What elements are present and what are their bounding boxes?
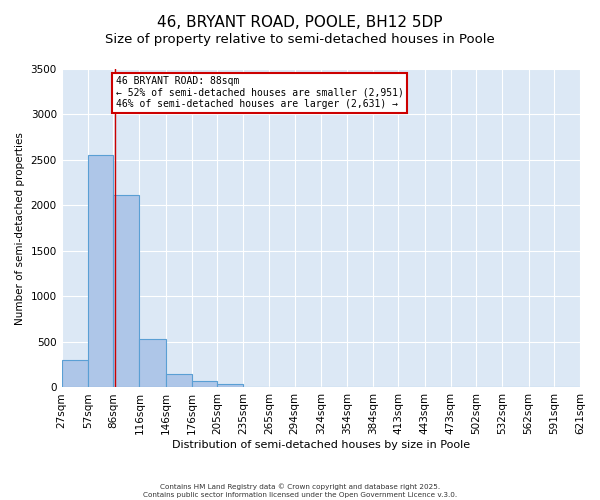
Y-axis label: Number of semi-detached properties: Number of semi-detached properties: [15, 132, 25, 324]
Text: Contains HM Land Registry data © Crown copyright and database right 2025.
Contai: Contains HM Land Registry data © Crown c…: [143, 484, 457, 498]
X-axis label: Distribution of semi-detached houses by size in Poole: Distribution of semi-detached houses by …: [172, 440, 470, 450]
Bar: [62, 360, 88, 388]
Bar: [113, 194, 139, 388]
Bar: [88, 156, 113, 388]
Bar: [166, 374, 191, 388]
Bar: [217, 384, 243, 388]
Bar: [139, 339, 166, 388]
Bar: [191, 380, 217, 388]
Text: Size of property relative to semi-detached houses in Poole: Size of property relative to semi-detach…: [105, 32, 495, 46]
Text: 46 BRYANT ROAD: 88sqm
← 52% of semi-detached houses are smaller (2,951)
46% of s: 46 BRYANT ROAD: 88sqm ← 52% of semi-deta…: [116, 76, 404, 110]
Text: 46, BRYANT ROAD, POOLE, BH12 5DP: 46, BRYANT ROAD, POOLE, BH12 5DP: [157, 15, 443, 30]
